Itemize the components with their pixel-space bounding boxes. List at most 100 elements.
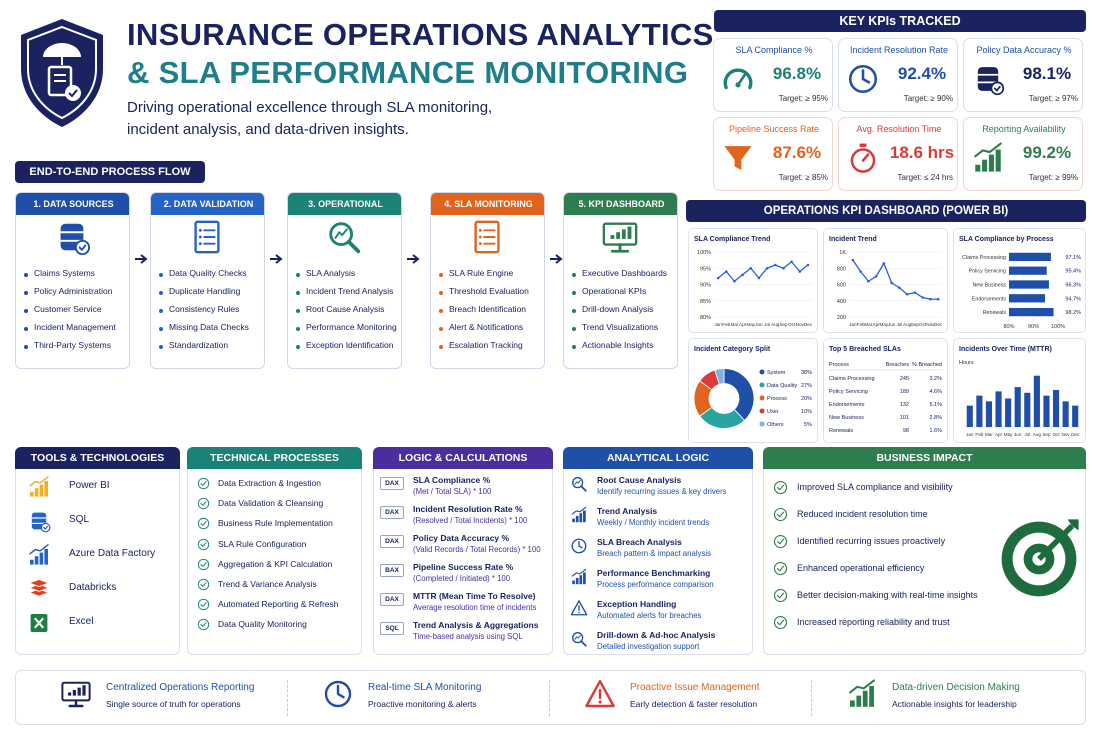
icon-shape xyxy=(200,521,207,527)
formula-name: Trend Analysis & Aggregations xyxy=(413,620,539,630)
x-tick-label: Jun xyxy=(755,322,763,327)
table-cell: Claims Processing xyxy=(829,376,875,382)
icon-shape xyxy=(995,149,1001,172)
chart: Top 5 Breached SLAs Process Breaches% Brea… xyxy=(828,346,943,434)
table-cell: 4.6% xyxy=(929,389,942,395)
kpi-label: Reporting Availability xyxy=(982,124,1066,134)
point xyxy=(882,262,886,265)
icon xyxy=(602,222,638,253)
icon-shape xyxy=(776,538,785,545)
analysis-title: SLA Breach Analysis xyxy=(597,537,682,547)
icon-shape xyxy=(575,577,579,585)
formula-text: (Resolved / Total Incidents) * 100 xyxy=(413,516,528,525)
step-title: 4. SLA MONITORING xyxy=(431,193,544,215)
icon-shape xyxy=(72,690,76,696)
arrow xyxy=(135,254,148,264)
step-bullet xyxy=(439,309,443,313)
icon xyxy=(773,507,788,522)
icon xyxy=(197,518,210,530)
chart-panel xyxy=(688,228,818,333)
icon xyxy=(474,220,500,254)
step-item: Trend Visualizations xyxy=(582,322,659,332)
icon-shape xyxy=(578,611,580,614)
value-label: 10% xyxy=(801,409,812,415)
icon-shape xyxy=(572,632,584,644)
section-header: ANALYTICAL LOGIC xyxy=(563,447,753,469)
formula-name: Incident Resolution Rate % xyxy=(413,504,523,514)
table-cell: 189 xyxy=(900,389,909,395)
process-step: 3. OPERATIONAL ANALYSIS SLA Analysis Incid… xyxy=(287,192,402,369)
formula-badge: DAX xyxy=(380,535,404,548)
step-bullet xyxy=(439,291,443,295)
benefit-desc: Actionable insights for leadership xyxy=(892,699,1017,709)
icon-shape xyxy=(776,484,785,491)
chart: Incident Category Split System 38% Data Qua… xyxy=(693,346,812,429)
value-label: 38% xyxy=(801,370,812,376)
icon xyxy=(194,220,220,254)
icon-shape xyxy=(324,680,352,708)
impact-item: Reduced incident resolution time xyxy=(797,509,928,519)
icon xyxy=(29,544,49,565)
icon xyxy=(329,222,361,254)
kpi-card: Reporting Availability 99.2% Target: ≥ 99% xyxy=(963,117,1083,191)
table-cell: Renewals xyxy=(829,428,853,434)
icon xyxy=(572,632,587,647)
icon-shape xyxy=(572,580,575,585)
x-tick-label: Apr xyxy=(739,322,747,327)
step-bullet xyxy=(439,327,443,331)
icon xyxy=(571,506,587,523)
x-tick-label: Dec xyxy=(804,322,813,327)
step-bullet xyxy=(572,309,576,313)
icon xyxy=(29,476,49,497)
benefit-desc: Early detection & faster resolution xyxy=(630,699,758,709)
icon-shape xyxy=(993,85,1001,92)
icon-shape xyxy=(621,229,626,239)
formula-badge: DAX xyxy=(380,593,404,606)
icon-shape xyxy=(1037,524,1074,561)
x-tick-label: Feb xyxy=(857,322,865,327)
benefit-desc: Proactive monitoring & alerts xyxy=(368,699,477,709)
value-label: 95.4% xyxy=(1065,269,1081,275)
legend-label: System xyxy=(767,370,786,376)
flow-arrow xyxy=(270,254,283,264)
legend-dot xyxy=(759,421,765,427)
icon-shape xyxy=(198,242,202,246)
x-tick-label: Jul xyxy=(1024,432,1030,437)
icon-shape xyxy=(850,148,876,173)
icon-shape xyxy=(43,525,48,530)
icon-shape xyxy=(574,634,581,640)
subtitle: Driving operational excellence through S… xyxy=(127,99,493,138)
table-cell: New Business xyxy=(829,415,864,421)
x-tick-label: Feb xyxy=(975,432,983,437)
kpi-label: Policy Data Accuracy % xyxy=(976,45,1072,55)
icon-shape xyxy=(869,686,874,707)
legend-dot xyxy=(759,382,765,388)
x-tick-label: Apr xyxy=(873,322,881,327)
icon-shape xyxy=(29,476,49,487)
icon-shape xyxy=(974,142,1002,158)
x-tick-label: 80% xyxy=(1003,324,1014,330)
point xyxy=(859,270,862,273)
icon-shape xyxy=(571,538,587,554)
point xyxy=(773,263,777,267)
point xyxy=(936,297,940,301)
flow-arrow xyxy=(550,254,563,264)
y-tick-label: 1K xyxy=(839,250,846,256)
icon xyxy=(773,534,788,549)
kpi-value: 18.6 hrs xyxy=(889,143,955,162)
kpi-label: Avg. Resolution Time xyxy=(856,124,942,134)
benefit-title: Centralized Operations Reporting xyxy=(106,682,255,693)
icon xyxy=(324,680,352,708)
point xyxy=(733,279,736,283)
step-item: Alert & Notifications xyxy=(449,322,524,332)
tool-name: Azure Data Factory xyxy=(69,548,156,559)
kpi-target: Target: ≥ 90% xyxy=(903,94,953,103)
icon-shape xyxy=(74,239,91,256)
icon-shape xyxy=(580,640,587,647)
icon-shape xyxy=(39,552,44,565)
icon-shape xyxy=(198,235,202,239)
x-tick-label: Aug xyxy=(903,322,912,327)
icon-shape xyxy=(194,220,220,254)
icon xyxy=(571,538,587,554)
icon-shape xyxy=(583,510,586,523)
